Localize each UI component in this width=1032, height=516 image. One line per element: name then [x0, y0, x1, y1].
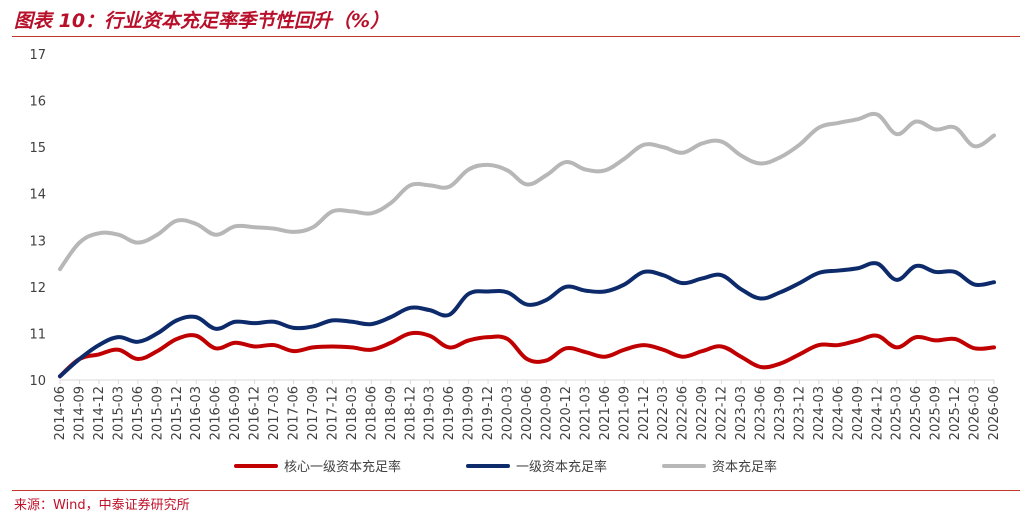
y-tick-label: 15: [29, 141, 46, 156]
x-tick-label: 2020-09: [539, 386, 554, 440]
x-tick-label: 2023-03: [734, 386, 749, 440]
x-tick-label: 2015-06: [131, 386, 146, 440]
x-tick-label: 2022-09: [695, 386, 710, 440]
y-tick-label: 13: [29, 234, 46, 249]
x-tick-label: 2014-12: [92, 386, 107, 440]
x-tick-label: 2025-12: [948, 386, 963, 440]
legend-label: 核心一级资本充足率: [284, 459, 401, 475]
legend-label: 资本充足率: [712, 459, 777, 475]
x-tick-label: 2018-06: [364, 386, 379, 440]
x-tick-label: 2019-09: [462, 386, 477, 440]
series-line: [58, 111, 996, 272]
x-tick-label: 2026-03: [968, 386, 983, 440]
x-tick-label: 2016-09: [228, 386, 243, 440]
x-tick-label: 2024-09: [851, 386, 866, 440]
x-tick-label: 2021-09: [617, 386, 632, 440]
x-tick-label: 2018-03: [345, 386, 360, 440]
x-tick-label: 2015-03: [111, 386, 126, 440]
x-tick-label: 2019-12: [481, 386, 496, 440]
x-tick-label: 2022-06: [676, 386, 691, 440]
x-tick-label: 2024-06: [831, 386, 846, 440]
x-tick-label: 2015-12: [170, 386, 185, 440]
x-tick-label: 2022-12: [715, 386, 730, 440]
y-tick-label: 17: [29, 48, 46, 63]
x-tick-label: 2017-03: [267, 386, 282, 440]
y-tick-label: 14: [29, 188, 46, 203]
x-tick-label: 2014-09: [72, 386, 87, 440]
series-line: [58, 261, 996, 379]
x-tick-label: 2020-03: [501, 386, 516, 440]
chart-title: 图表 10：行业资本充足率季节性回升（%）: [14, 10, 390, 32]
x-tick-label: 2016-03: [189, 386, 204, 440]
series-lines: [58, 111, 996, 379]
series-line: [58, 330, 996, 379]
legend: 核心一级资本充足率 一级资本充足率 资本充足率: [234, 459, 777, 475]
x-tick-label: 2025-09: [929, 386, 944, 440]
x-tick-label: 2023-09: [773, 386, 788, 440]
x-tick-label: 2017-06: [287, 386, 302, 440]
x-tick-label: 2018-12: [403, 386, 418, 440]
x-tick-label: 2021-12: [637, 386, 652, 440]
x-tick-label: 2017-09: [306, 386, 321, 440]
x-tick-label: 2021-06: [598, 386, 613, 440]
x-tick-label: 2020-12: [559, 386, 574, 440]
x-tick-label: 2019-03: [423, 386, 438, 440]
x-tick-label: 2026-06: [987, 386, 1002, 440]
x-tick-label: 2021-03: [578, 386, 593, 440]
x-tick-label: 2014-06: [53, 386, 68, 440]
y-tick-label: 11: [29, 327, 46, 342]
x-tick-label: 2023-12: [792, 386, 807, 440]
x-tick-label: 2025-03: [890, 386, 905, 440]
y-tick-label: 10: [29, 374, 46, 389]
x-tick-label: 2017-12: [325, 386, 340, 440]
y-tick-label: 12: [29, 281, 46, 296]
x-tick-label: 2022-03: [656, 386, 671, 440]
x-tick-label: 2016-06: [209, 386, 224, 440]
x-tick-label: 2019-06: [442, 386, 457, 440]
x-tick-label: 2018-09: [384, 386, 399, 440]
title-divider: [12, 36, 1020, 37]
x-tick-label: 2015-09: [150, 386, 165, 440]
x-tick-label: 2025-06: [909, 386, 924, 440]
source-note: 来源：Wind，中泰证券研究所: [14, 498, 190, 513]
x-tick-label: 2016-12: [248, 386, 263, 440]
x-tick-label: 2024-03: [812, 386, 827, 440]
x-tick-label: 2023-06: [754, 386, 769, 440]
footer-divider: [12, 490, 1020, 491]
x-tick-label: 2024-12: [870, 386, 885, 440]
axes: 10 11 12 13 14 15 16 17 2014-06 2014-09 2014-12 201…: [29, 48, 1002, 440]
line-chart: 10 11 12 13 14 15 16 17 2014-06 2014-09 2014-12 201…: [29, 48, 1002, 475]
x-tick-label: 2020-06: [520, 386, 535, 440]
legend-label: 一级资本充足率: [516, 459, 607, 475]
y-tick-label: 16: [29, 95, 46, 110]
